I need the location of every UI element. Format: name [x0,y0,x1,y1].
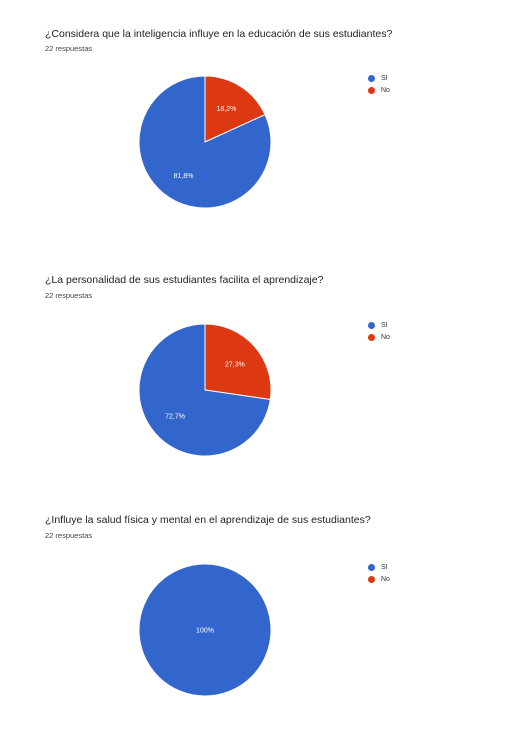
slice-label-si: 100% [196,628,214,635]
legend-swatch-no [368,333,375,341]
response-count: 22 respuestas [45,44,93,53]
pie-chart: 27,3% 72,7% [138,323,272,457]
legend-item-si[interactable]: SI [368,561,390,573]
legend-swatch-no [368,86,375,94]
legend-label: SI [381,74,388,82]
pie-chart: 100% [138,563,272,697]
pie-slice-si[interactable] [138,563,272,697]
pie-slice-si[interactable] [138,323,271,457]
chart-1: ¿Considera que la inteligencia influye e… [0,0,505,230]
legend-item-si[interactable]: SI [368,319,390,331]
legend-swatch-si [368,321,375,329]
legend-item-si[interactable]: SI [368,72,390,84]
chart-title: ¿Considera que la inteligencia influye e… [45,28,393,40]
legend-swatch-si [368,563,375,571]
pie-slice-si[interactable] [138,75,272,209]
chart-title: ¿La personalidad de sus estudiantes faci… [45,274,324,286]
slice-label-si: 72,7% [165,413,185,420]
legend-label: No [381,86,390,94]
legend-item-no[interactable]: No [368,331,390,343]
slice-label-no: 27,3% [225,362,245,369]
legend-label: No [381,575,390,583]
legend: SI No [368,72,390,96]
pie-slice-no[interactable] [204,323,272,401]
legend-label: No [381,333,390,341]
legend-label: SI [381,563,388,571]
pie-slice-no[interactable] [204,75,266,143]
pie-chart: 18,2% 81,8% [138,75,272,209]
legend: SI No [368,561,390,585]
chart-title: ¿Influye la salud física y mental en el … [45,514,371,526]
legend-label: SI [381,321,388,329]
slice-label-no: 18,2% [216,106,236,113]
chart-3: ¿Influye la salud física y mental en el … [0,488,505,718]
slice-label-si: 81,8% [174,173,194,180]
response-count: 22 respuestas [45,291,93,300]
legend-swatch-no [368,575,375,583]
legend-swatch-si [368,74,375,82]
legend-item-no[interactable]: No [368,573,390,585]
chart-2: ¿La personalidad de sus estudiantes faci… [0,248,505,478]
legend-item-no[interactable]: No [368,84,390,96]
response-count: 22 respuestas [45,531,93,540]
legend: SI No [368,319,390,343]
